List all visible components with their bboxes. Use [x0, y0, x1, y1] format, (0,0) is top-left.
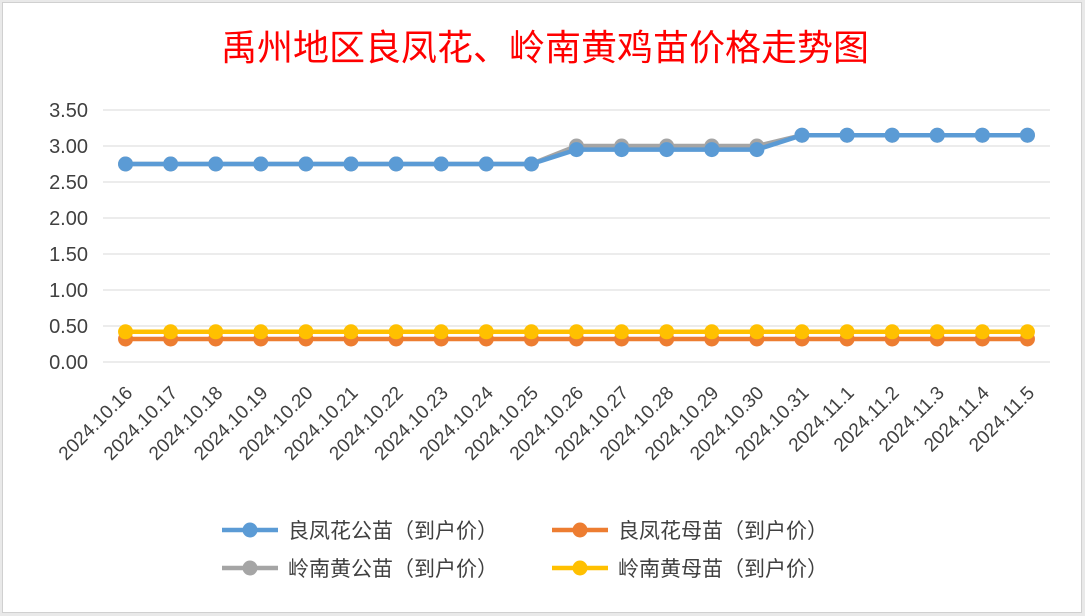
data-point — [659, 142, 675, 158]
data-point — [659, 324, 675, 340]
legend-swatch-marker — [242, 560, 258, 576]
y-tick-label: 0.50 — [49, 316, 88, 338]
data-point — [118, 324, 134, 340]
legend-label: 岭南黄母苗（到户价） — [618, 557, 828, 581]
data-point — [388, 156, 404, 172]
data-point — [433, 156, 449, 172]
data-point — [974, 127, 990, 143]
y-tick-label: 1.50 — [49, 244, 88, 266]
data-point — [614, 324, 630, 340]
data-point — [163, 156, 179, 172]
chart-title: 禹州地区良凤花、岭南黄鸡苗价格走势图 — [221, 28, 869, 69]
data-point — [974, 324, 990, 340]
data-point — [839, 127, 855, 143]
data-point — [208, 324, 224, 340]
data-point — [704, 324, 720, 340]
data-point — [794, 324, 810, 340]
y-axis-ticks: 0.00 0.50 1.00 1.50 2.00 2.50 3.00 3.50 — [49, 100, 88, 374]
data-point — [433, 324, 449, 340]
data-point — [478, 156, 494, 172]
data-point — [794, 127, 810, 143]
legend: 良凤花公苗（到户价） 良凤花母苗（到户价） 岭南黄公苗（到户价） 岭南黄母苗（到户价） — [222, 519, 828, 581]
data-point — [298, 156, 314, 172]
legend-swatch-marker — [572, 522, 588, 538]
data-point — [343, 156, 359, 172]
data-point — [1019, 127, 1035, 143]
y-tick-label: 1.00 — [49, 280, 88, 302]
x-axis-ticks: 2024.10.162024.10.172024.10.182024.10.19… — [55, 382, 1039, 464]
legend-label: 良凤花公苗（到户价） — [288, 519, 498, 543]
data-point — [704, 142, 720, 158]
data-point — [208, 156, 224, 172]
legend-label: 岭南黄公苗（到户价） — [288, 557, 498, 581]
data-point — [839, 324, 855, 340]
data-point — [749, 324, 765, 340]
legend-item-2: 岭南黄公苗（到户价） — [222, 557, 498, 581]
data-point — [884, 127, 900, 143]
data-point — [298, 324, 314, 340]
data-point — [884, 324, 900, 340]
legend-swatch-marker — [572, 560, 588, 576]
data-point — [569, 324, 584, 340]
data-point — [929, 324, 945, 340]
y-tick-label: 3.50 — [49, 100, 88, 122]
legend-swatch-marker — [242, 522, 258, 538]
data-point — [388, 324, 404, 340]
data-point — [1019, 324, 1035, 340]
data-point — [614, 142, 630, 158]
legend-item-1: 良凤花母苗（到户价） — [552, 519, 828, 543]
y-tick-label: 3.00 — [49, 136, 88, 158]
data-point — [478, 324, 494, 340]
data-point — [523, 324, 539, 340]
y-tick-label: 0.00 — [49, 352, 88, 374]
data-point — [118, 156, 134, 172]
data-point — [929, 127, 945, 143]
data-point — [569, 142, 584, 158]
legend-item-3: 岭南黄母苗（到户价） — [552, 557, 828, 581]
data-point — [253, 324, 269, 340]
series-0 — [118, 127, 1035, 172]
data-point — [253, 156, 269, 172]
data-point — [749, 142, 765, 158]
data-point — [163, 324, 179, 340]
legend-item-0: 良凤花公苗（到户价） — [222, 519, 498, 543]
data-point — [523, 156, 539, 172]
y-tick-label: 2.00 — [49, 208, 88, 230]
series-3 — [118, 324, 1035, 340]
data-point — [343, 324, 359, 340]
y-tick-label: 2.50 — [49, 172, 88, 194]
series-layer — [118, 127, 1035, 347]
legend-label: 良凤花母苗（到户价） — [618, 519, 828, 543]
